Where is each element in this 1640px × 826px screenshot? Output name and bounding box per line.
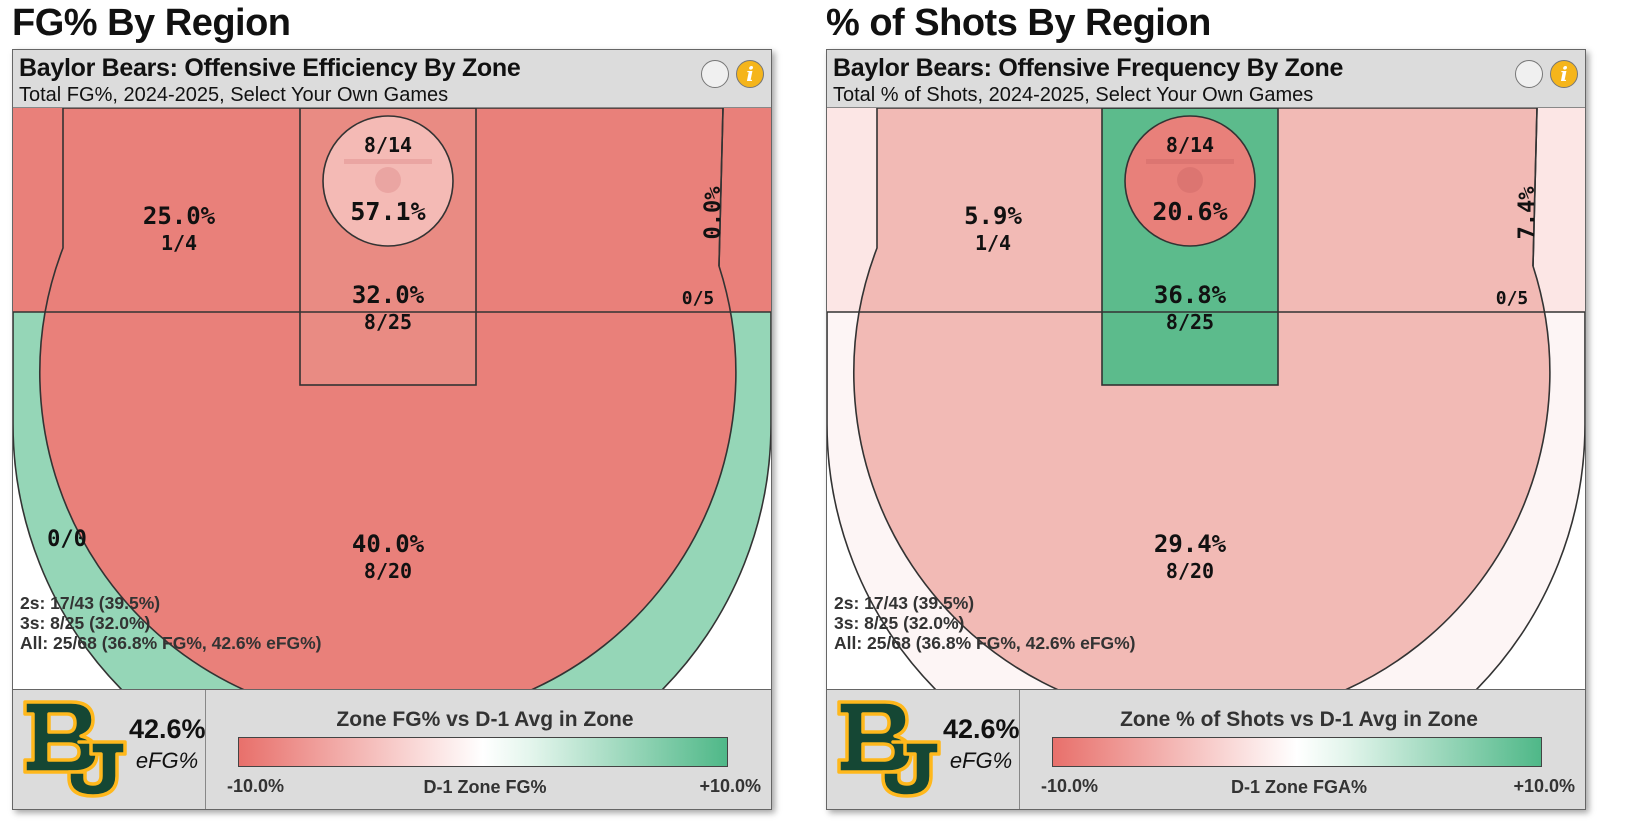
info-icon[interactable]: i xyxy=(1550,60,1578,88)
toggle-button[interactable] xyxy=(701,60,729,88)
left-corner-three-made-att: 0/0 xyxy=(47,527,87,552)
stats-all: All: 25/68 (36.8% FG%, 42.6% eFG%) xyxy=(20,633,322,653)
fg-chart-panel: Baylor Bears: Offensive Efficiency By Zo… xyxy=(12,49,772,810)
legend-title: Zone FG% vs D-1 Avg in Zone xyxy=(336,708,634,731)
baylor-logo xyxy=(23,700,127,798)
paint-value: 32.0% xyxy=(352,281,425,309)
zone-mid-range[interactable] xyxy=(853,108,1550,689)
panel-header: Baylor Bears: Offensive Frequency By Zon… xyxy=(827,50,1585,108)
mid-range-made-att: 1/4 xyxy=(161,231,197,255)
legend-gradient-bar xyxy=(238,737,728,767)
court-lines xyxy=(827,108,1585,689)
above-break-three-made-att: 8/20 xyxy=(1166,559,1214,583)
legend-mid: D-1 Zone FGA% xyxy=(1230,777,1367,797)
hoop xyxy=(344,159,432,193)
hoop xyxy=(1146,159,1234,193)
panel-footer: 42.6% eFG% Zone FG% vs D-1 Avg in Zone -… xyxy=(13,689,771,809)
corner-three-value: 7.4% xyxy=(1515,186,1540,240)
restricted-area-made-att: 8/14 xyxy=(1166,133,1214,157)
efg-label: eFG% xyxy=(135,748,199,773)
paint-value: 36.8% xyxy=(1154,281,1227,309)
efg-value: 42.6% xyxy=(943,714,1020,744)
efg-label: eFG% xyxy=(949,748,1013,773)
section-title-shots: % of Shots By Region xyxy=(826,2,1211,44)
stats-threes: 3s: 8/25 (32.0%) xyxy=(834,613,965,633)
court-lines xyxy=(13,108,771,689)
shot-zone-court: 8/14 20.6% 36.8% 8/25 5.9% 1/4 7.4% 0/5 … xyxy=(827,108,1585,689)
above-break-three-value: 29.4% xyxy=(1154,530,1227,558)
legend-mid: D-1 Zone FG% xyxy=(423,777,547,797)
restricted-area-made-att: 8/14 xyxy=(364,133,412,157)
mid-range-value: 5.9% xyxy=(964,202,1022,230)
info-icon[interactable]: i xyxy=(736,60,764,88)
footer-divider xyxy=(1019,690,1020,809)
shots-chart-panel: Baylor Bears: Offensive Frequency By Zon… xyxy=(826,49,1586,810)
legend-max: +10.0% xyxy=(1513,776,1575,796)
restricted-area-value: 57.1% xyxy=(350,197,425,226)
panel-subtitle: Total % of Shots, 2024-2025, Select Your… xyxy=(833,84,1314,106)
panel-title: Baylor Bears: Offensive Frequency By Zon… xyxy=(833,54,1344,82)
toggle-button[interactable] xyxy=(1515,60,1543,88)
corner-three-value: 0.0% xyxy=(701,186,726,240)
section-title-fg: FG% By Region xyxy=(12,2,291,44)
panel-header: Baylor Bears: Offensive Efficiency By Zo… xyxy=(13,50,771,108)
paint-made-att: 8/25 xyxy=(1166,310,1214,334)
panel-title: Baylor Bears: Offensive Efficiency By Zo… xyxy=(19,54,521,82)
mid-range-made-att: 1/4 xyxy=(975,231,1011,255)
above-break-three-made-att: 8/20 xyxy=(364,559,412,583)
restricted-area-value: 20.6% xyxy=(1152,197,1227,226)
panel-footer: 42.6% eFG% Zone % of Shots vs D-1 Avg in… xyxy=(827,689,1585,809)
mid-range-value: 25.0% xyxy=(143,202,216,230)
corner-three-made-att: 0/5 xyxy=(682,288,715,309)
shot-zone-court: 8/14 57.1% 32.0% 8/25 25.0% 1/4 0.0% 0/5… xyxy=(13,108,771,689)
legend-min: -10.0% xyxy=(227,776,285,796)
zone-restricted-area[interactable] xyxy=(323,116,453,246)
zone-restricted-area[interactable] xyxy=(1125,116,1255,246)
footer-divider xyxy=(205,690,206,809)
stats-threes: 3s: 8/25 (32.0%) xyxy=(20,613,151,633)
stats-twos: 2s: 17/43 (39.5%) xyxy=(834,593,975,613)
efg-value: 42.6% xyxy=(129,714,206,744)
zone-mid-range[interactable] xyxy=(39,108,736,689)
paint-made-att: 8/25 xyxy=(364,310,412,334)
legend-title: Zone % of Shots vs D-1 Avg in Zone xyxy=(1120,708,1478,731)
corner-three-made-att: 0/5 xyxy=(1496,288,1529,309)
legend-gradient-bar xyxy=(1052,737,1542,767)
above-break-three-value: 40.0% xyxy=(352,530,425,558)
panel-subtitle: Total FG%, 2024-2025, Select Your Own Ga… xyxy=(19,84,449,106)
legend-min: -10.0% xyxy=(1041,776,1099,796)
stats-all: All: 25/68 (36.8% FG%, 42.6% eFG%) xyxy=(834,633,1136,653)
stats-twos: 2s: 17/43 (39.5%) xyxy=(20,593,161,613)
baylor-logo xyxy=(837,700,941,798)
legend-max: +10.0% xyxy=(699,776,761,796)
